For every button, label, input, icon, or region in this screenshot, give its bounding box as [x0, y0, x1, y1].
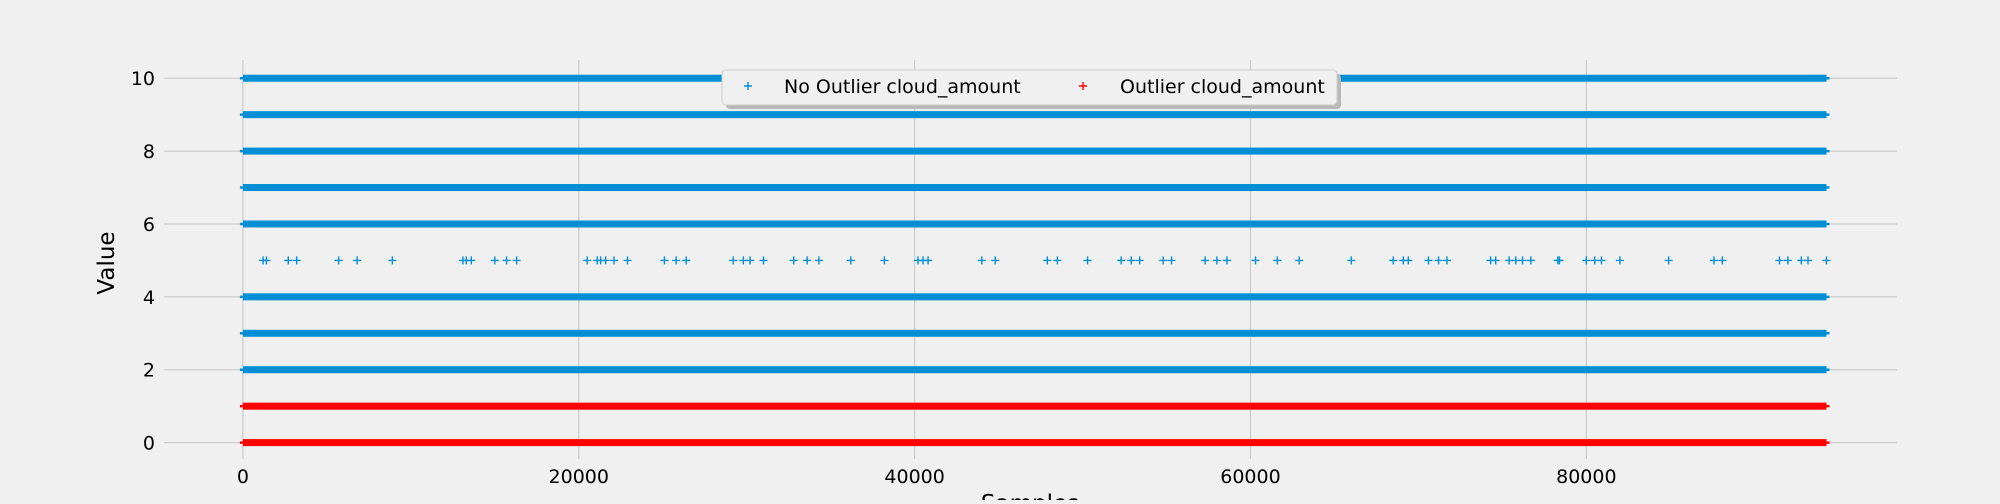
legend-entry-label: No Outlier cloud_amount: [784, 76, 1021, 98]
data-point: [1053, 256, 1062, 265]
data-point: [1518, 256, 1527, 265]
data-band-mark: [242, 293, 1827, 301]
y-axis-label: Value: [94, 231, 120, 294]
data-point: [388, 256, 397, 265]
data-point: [1389, 256, 1398, 265]
data-point: [1775, 256, 1784, 265]
data-point: [502, 256, 511, 265]
data-point: [1043, 256, 1052, 265]
data-point: [1222, 256, 1231, 265]
x-tick-label: 60000: [1220, 466, 1280, 488]
data-point: [292, 256, 301, 265]
data-point: [880, 256, 889, 265]
data-point: [1590, 256, 1599, 265]
data-point: [846, 256, 855, 265]
data-point: [803, 256, 812, 265]
data-band-mark: [242, 329, 1827, 337]
y-tick-label: 0: [143, 433, 155, 455]
y-tick-label: 6: [143, 214, 155, 236]
plot-area: [239, 74, 1831, 447]
data-point: [1117, 256, 1126, 265]
data-point: [1212, 256, 1221, 265]
data-point: [1709, 256, 1718, 265]
legend-marker: [744, 82, 752, 90]
legend-box: [721, 69, 1338, 106]
x-tick-label: 0: [237, 466, 249, 488]
legend: No Outlier cloud_amount Outlier cloud_amo…: [721, 69, 1341, 109]
tick-labels: 0 2 4 6 8 10 0 20000 40000 60000 80000: [131, 68, 1617, 488]
data-point: [610, 256, 619, 265]
legend-entry-label: Outlier cloud_amount: [1120, 76, 1325, 98]
data-point: [1083, 256, 1092, 265]
data-point: [729, 256, 738, 265]
data-point: [1404, 256, 1413, 265]
y-tick-label: 2: [143, 360, 155, 382]
data-point: [1273, 256, 1282, 265]
data-point: [1424, 256, 1433, 265]
data-point: [512, 256, 521, 265]
data-point: [924, 256, 933, 265]
data-point: [334, 256, 343, 265]
data-point: [1434, 256, 1443, 265]
data-point: [1159, 256, 1168, 265]
data-point: [1783, 256, 1792, 265]
x-tick-label: 20000: [549, 466, 609, 488]
data-point: [1555, 256, 1564, 265]
data-band-mark: [242, 402, 1827, 410]
data-point: [1511, 256, 1520, 265]
data-point: [814, 256, 823, 265]
data-band-mark: [242, 184, 1827, 192]
data-point: [1442, 256, 1451, 265]
data-point: [1822, 256, 1831, 265]
data-point: [262, 256, 271, 265]
data-band-mark: [242, 366, 1827, 374]
data-point: [682, 256, 691, 265]
data-point: [1201, 256, 1210, 265]
data-point: [353, 256, 362, 265]
y-tick-label: 4: [143, 287, 155, 309]
data-point: [1718, 256, 1727, 265]
y-tick-label: 10: [131, 68, 155, 90]
data-point: [1295, 256, 1304, 265]
data-point: [1582, 256, 1591, 265]
legend-marker: [1079, 82, 1087, 90]
data-point: [739, 256, 748, 265]
data-point: [583, 256, 592, 265]
data-point: [1797, 256, 1806, 265]
data-point: [601, 256, 610, 265]
data-point: [1505, 256, 1514, 265]
data-point: [1167, 256, 1176, 265]
y-tick-label: 8: [143, 141, 155, 163]
data-point: [746, 256, 755, 265]
data-point: [1664, 256, 1673, 265]
data-point: [284, 256, 293, 265]
data-point: [1597, 256, 1606, 265]
data-band-mark: [242, 439, 1827, 447]
x-tick-label: 40000: [884, 466, 944, 488]
data-point: [1347, 256, 1356, 265]
x-tick-label: 80000: [1556, 466, 1616, 488]
data-band-mark: [242, 147, 1827, 155]
data-point: [1491, 256, 1500, 265]
data-point: [1127, 256, 1136, 265]
data-point: [1804, 256, 1812, 265]
x-axis-label: Samples: [981, 491, 1079, 500]
data-point: [789, 256, 798, 265]
data-point: [660, 256, 669, 265]
data-point: [490, 256, 499, 265]
data-point: [977, 256, 986, 265]
data-band-mark: [242, 220, 1827, 228]
data-point: [991, 256, 1000, 265]
data-point: [1251, 256, 1260, 265]
data-point: [759, 256, 768, 265]
data-point: [1135, 256, 1144, 265]
data-point: [1526, 256, 1535, 265]
data-point: [672, 256, 681, 265]
data-point: [467, 256, 476, 265]
data-point: [623, 256, 632, 265]
data-band-mark: [242, 111, 1827, 119]
data-point: [1615, 256, 1624, 265]
